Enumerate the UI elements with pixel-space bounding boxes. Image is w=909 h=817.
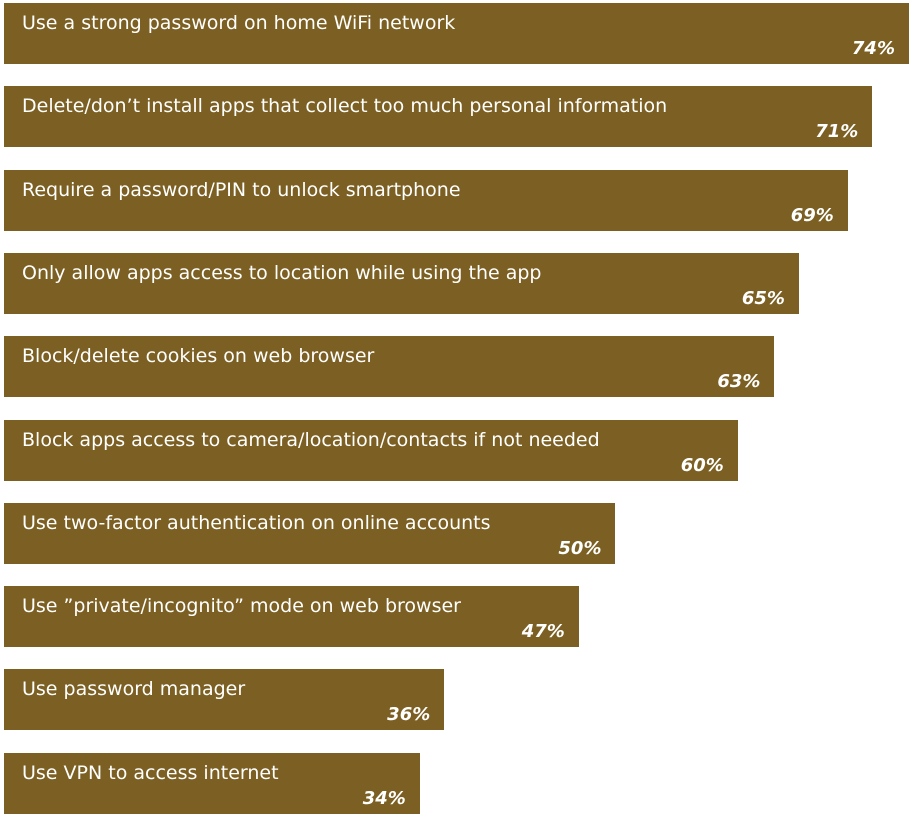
bar-label: Use ”private/incognito” mode on web brow… <box>22 595 461 618</box>
bar: Use ”private/incognito” mode on web brow… <box>4 586 579 648</box>
bar: Use password manager 36% <box>4 669 445 731</box>
bar-label: Delete/don’t install apps that collect t… <box>22 95 668 118</box>
data-label: 47% <box>521 621 565 643</box>
bar-label: Block/delete cookies on web browser <box>22 345 375 368</box>
bar-label: Use two-factor authentication on online … <box>22 511 491 534</box>
bar-label: Only allow apps access to location while… <box>22 261 542 284</box>
bar-label: Require a password/PIN to unlock smartph… <box>22 178 461 201</box>
data-label: 34% <box>362 787 406 809</box>
bar: Require a password/PIN to unlock smartph… <box>4 169 848 231</box>
bar: Only allow apps access to location while… <box>4 252 799 314</box>
bar-label: Use password manager <box>22 678 246 701</box>
bar: Use a strong password on home WiFi netwo… <box>4 3 909 64</box>
data-label: 60% <box>680 454 724 476</box>
bar: Block apps access to camera/location/con… <box>4 419 738 481</box>
data-label: 69% <box>790 204 834 226</box>
data-label: 63% <box>717 371 761 393</box>
data-label: 74% <box>851 38 895 59</box>
bar: Block/delete cookies on web browser 63% <box>4 336 775 398</box>
bar: Use two-factor authentication on online … <box>4 502 616 564</box>
data-label: 65% <box>741 287 785 309</box>
bar-label: Use VPN to access internet <box>22 761 279 784</box>
bar: Delete/don’t install apps that collect t… <box>4 86 873 148</box>
data-label: 71% <box>815 121 859 143</box>
data-label: 36% <box>387 704 431 726</box>
bar-label: Use a strong password on home WiFi netwo… <box>22 12 456 34</box>
bar-label: Block apps access to camera/location/con… <box>22 428 600 451</box>
bar: Use VPN to access internet 34% <box>4 752 420 814</box>
data-label: 50% <box>558 537 602 559</box>
